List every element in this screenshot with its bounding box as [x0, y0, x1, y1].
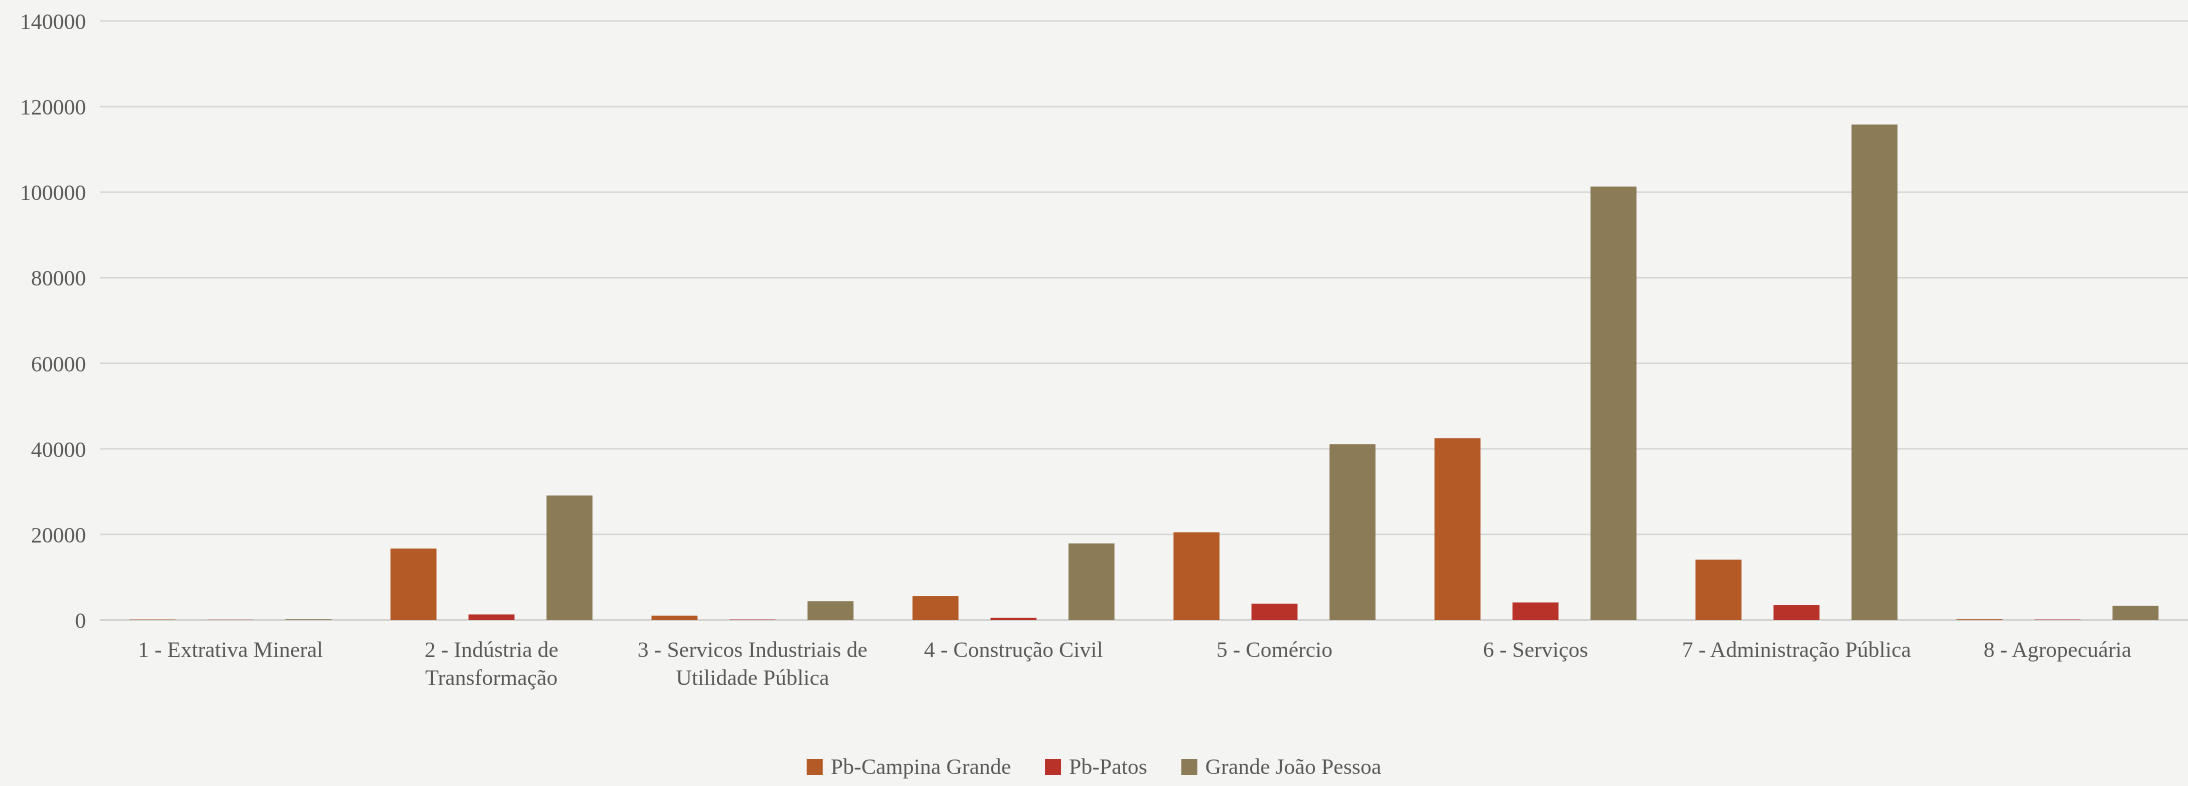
bars: [129, 124, 2159, 620]
bar: [1695, 559, 1742, 620]
bar: [807, 601, 854, 620]
legend-swatch: [806, 759, 823, 775]
gridlines: [100, 20, 2188, 621]
x-category-label: 8 - Agropecuária: [1984, 637, 2132, 662]
y-tick-label: 100000: [20, 180, 86, 205]
bar: [1329, 444, 1376, 620]
legend-label: Pb-Campina Grande: [831, 754, 1011, 779]
legend-item: Grande João Pessoa: [1181, 754, 1381, 779]
bar: [1512, 602, 1559, 620]
x-category-label: 1 - Extrativa Mineral: [138, 637, 323, 662]
bar: [468, 614, 515, 620]
y-tick-label: 40000: [31, 437, 86, 462]
bar: [1773, 605, 1820, 620]
x-category-label: 4 - Construção Civil: [924, 637, 1103, 662]
y-tick-label: 0: [75, 608, 86, 633]
y-tick-label: 60000: [31, 351, 86, 376]
bar: [1956, 619, 2003, 620]
legend: Pb-Campina Grande Pb-Patos Grande João Pes…: [806, 754, 1381, 779]
y-axis-ticks: 0 20000 40000 60000 80000 100000 120000 140000: [20, 9, 86, 633]
y-tick-label: 20000: [31, 522, 86, 547]
legend-item: Pb-Patos: [1045, 754, 1147, 779]
bar: [990, 617, 1037, 620]
y-tick-label: 120000: [20, 95, 86, 120]
bar: [1173, 532, 1220, 620]
bar: [651, 615, 698, 620]
x-category-label: 2 - Indústria de: [425, 637, 559, 662]
bar: [1068, 543, 1115, 620]
x-category-label: Utilidade Pública: [676, 665, 830, 690]
x-category-label: 6 - Serviços: [1483, 637, 1588, 662]
bar: [1851, 124, 1898, 620]
x-category-label: 7 - Administração Pública: [1682, 637, 1911, 662]
y-tick-label: 140000: [20, 9, 86, 34]
bar: [1434, 438, 1481, 620]
bar: [285, 619, 332, 620]
x-category-label: Transformação: [425, 665, 557, 690]
legend-swatch: [1181, 759, 1198, 775]
legend-swatch: [1045, 759, 1062, 775]
bar: [2112, 605, 2159, 620]
legend-label: Grande João Pessoa: [1205, 754, 1381, 779]
bar: [390, 548, 437, 620]
bar: [1251, 603, 1298, 620]
x-category-label: 3 - Servicos Industriais de: [638, 637, 868, 662]
x-axis-categories: 1 - Extrativa Mineral 2 - Indústria de Tra…: [138, 637, 2132, 690]
x-category-label: 5 - Comércio: [1216, 637, 1332, 662]
legend-item: Pb-Campina Grande: [806, 754, 1011, 779]
bar: [1590, 186, 1637, 620]
y-tick-label: 80000: [31, 266, 86, 291]
bar: [546, 495, 593, 620]
bar: [912, 596, 959, 620]
legend-label: Pb-Patos: [1069, 754, 1147, 779]
